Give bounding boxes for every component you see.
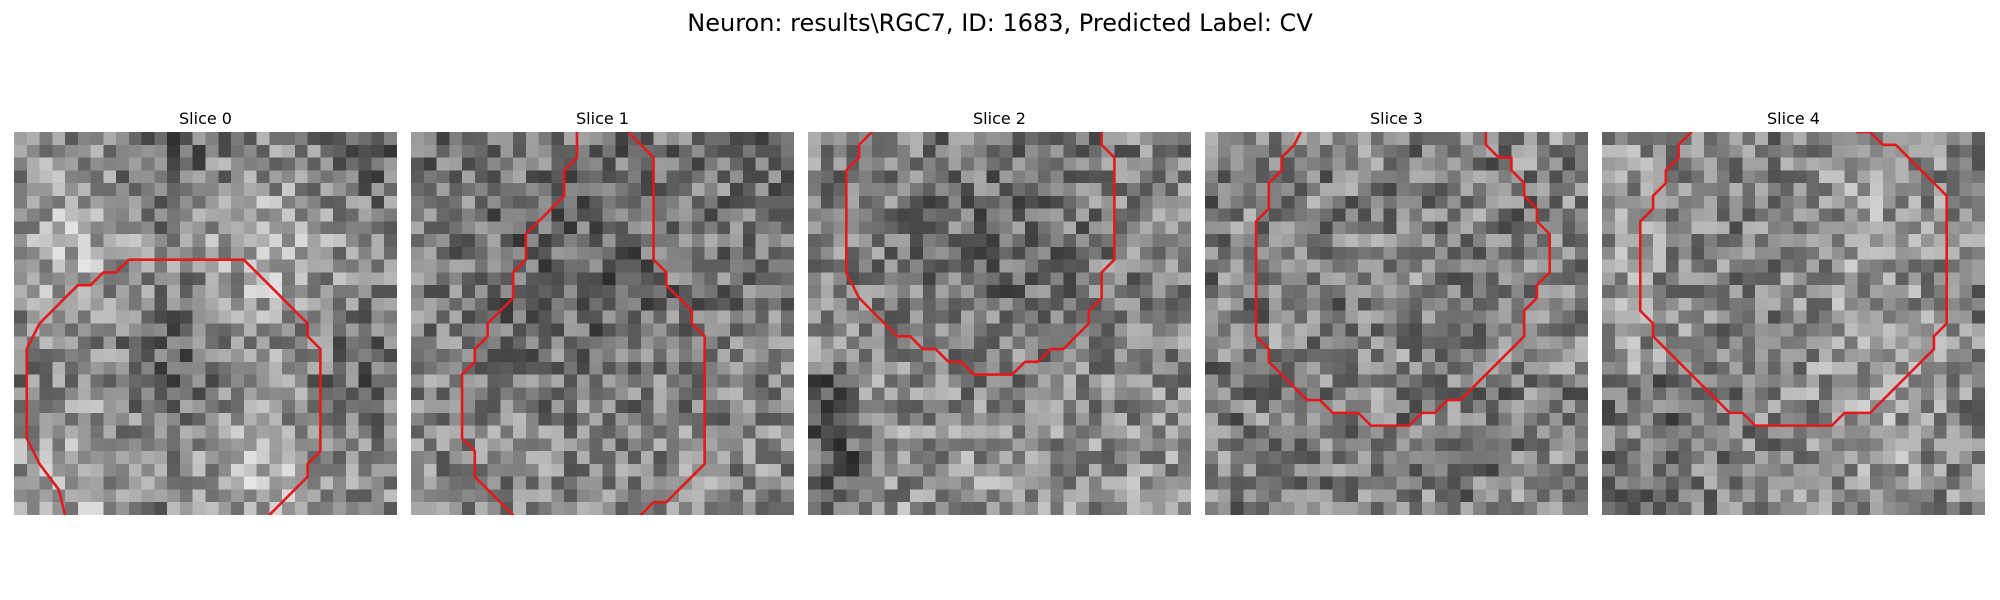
- slice-image-3: [1205, 132, 1588, 515]
- slice-image-4: [1602, 132, 1985, 515]
- slice-title-0: Slice 0: [179, 109, 232, 128]
- segmentation-contour: [462, 132, 577, 515]
- slice-image-2: [808, 132, 1191, 515]
- slice-panel-4: Slice 4: [1602, 108, 1985, 515]
- slice-title-2: Slice 2: [973, 109, 1026, 128]
- slice-title-1: Slice 1: [576, 109, 629, 128]
- slice-image-0: [14, 132, 397, 515]
- slice-title-3: Slice 3: [1370, 109, 1423, 128]
- slice-panel-1: Slice 1: [411, 108, 794, 515]
- segmentation-contour: [846, 132, 1114, 375]
- slice-panel-2: Slice 2: [808, 108, 1191, 515]
- slice-image-1: [411, 132, 794, 515]
- figure-title: Neuron: results\RGC7, ID: 1683, Predicte…: [687, 9, 1313, 37]
- segmentation-contour: [628, 132, 705, 515]
- segmentation-contour: [27, 260, 321, 515]
- slice-title-4: Slice 4: [1767, 109, 1820, 128]
- slice-panel-0: Slice 0: [14, 108, 397, 515]
- slice-panel-3: Slice 3: [1205, 108, 1588, 515]
- segmentation-contour: [1256, 132, 1550, 426]
- segmentation-contour: [1640, 132, 1946, 426]
